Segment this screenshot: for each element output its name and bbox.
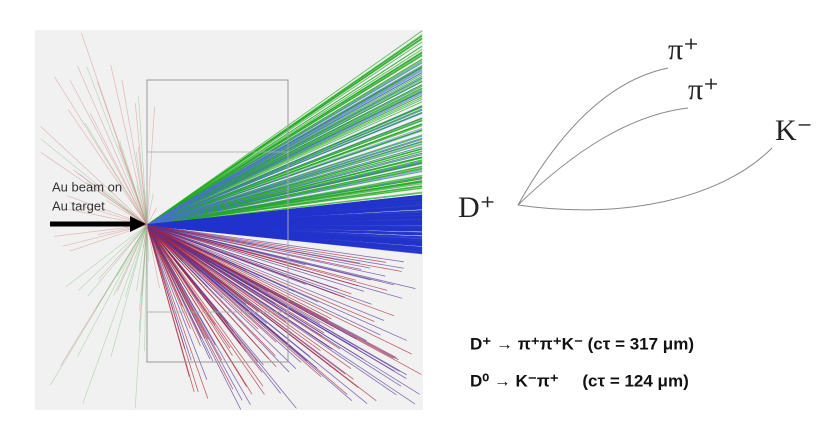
beam-label: Au beam on <box>52 179 122 194</box>
decay-track <box>518 148 772 210</box>
daughter-label: π⁺ <box>688 73 719 106</box>
beam-label: Au target <box>52 198 105 213</box>
daughter-label: π⁺ <box>668 33 699 66</box>
decay-curves <box>518 68 772 210</box>
decay-equation: D⁰ → K⁻π⁺ (cτ = 124 μm) <box>470 371 689 390</box>
decay-equation: D⁺ → π⁺π⁺K⁻ (cτ = 317 μm) <box>470 334 694 353</box>
daughter-label: K⁻ <box>775 114 813 147</box>
parent-label: D⁺ <box>458 191 496 224</box>
decay-track <box>518 108 688 205</box>
